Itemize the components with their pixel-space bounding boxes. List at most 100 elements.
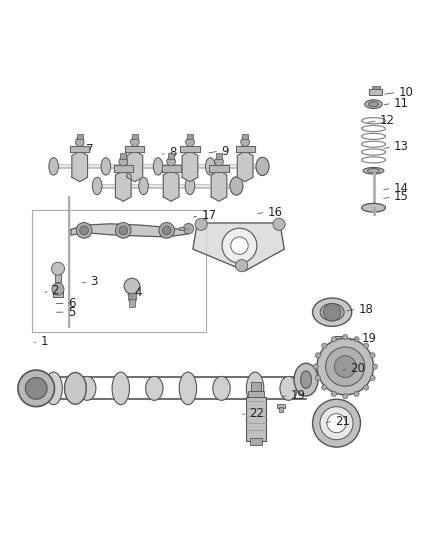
Ellipse shape bbox=[64, 373, 86, 404]
Text: 16: 16 bbox=[268, 206, 283, 219]
Bar bbox=[216, 154, 222, 158]
Bar bbox=[372, 86, 380, 90]
Polygon shape bbox=[237, 151, 253, 182]
Polygon shape bbox=[114, 165, 133, 172]
Ellipse shape bbox=[49, 158, 58, 175]
Circle shape bbox=[222, 228, 257, 263]
Circle shape bbox=[75, 138, 84, 147]
Bar bbox=[187, 134, 193, 139]
Circle shape bbox=[315, 353, 321, 358]
Polygon shape bbox=[209, 165, 229, 172]
Text: 18: 18 bbox=[358, 303, 373, 316]
Circle shape bbox=[80, 226, 88, 235]
Circle shape bbox=[236, 260, 248, 272]
Text: 13: 13 bbox=[394, 140, 409, 154]
Circle shape bbox=[119, 226, 127, 235]
Circle shape bbox=[184, 223, 194, 234]
Text: 19: 19 bbox=[291, 389, 306, 402]
Circle shape bbox=[331, 391, 336, 397]
Bar bbox=[120, 154, 126, 158]
Circle shape bbox=[273, 218, 285, 230]
Circle shape bbox=[317, 338, 374, 395]
Ellipse shape bbox=[256, 157, 269, 175]
Text: 10: 10 bbox=[399, 86, 413, 99]
Ellipse shape bbox=[179, 372, 197, 405]
Polygon shape bbox=[211, 171, 227, 201]
Circle shape bbox=[370, 353, 375, 358]
Polygon shape bbox=[162, 165, 181, 172]
Circle shape bbox=[343, 334, 348, 340]
Circle shape bbox=[315, 375, 321, 381]
Ellipse shape bbox=[361, 204, 385, 212]
Ellipse shape bbox=[258, 158, 267, 175]
Bar bbox=[55, 269, 61, 282]
Circle shape bbox=[364, 385, 369, 390]
Text: 1: 1 bbox=[41, 335, 48, 348]
Polygon shape bbox=[127, 151, 143, 182]
Circle shape bbox=[370, 375, 375, 381]
Ellipse shape bbox=[78, 376, 96, 400]
Circle shape bbox=[313, 399, 360, 447]
Ellipse shape bbox=[365, 100, 382, 109]
Bar bbox=[248, 391, 264, 397]
Ellipse shape bbox=[368, 102, 379, 107]
Text: 8: 8 bbox=[169, 146, 177, 159]
Text: 2: 2 bbox=[51, 284, 59, 297]
Circle shape bbox=[364, 343, 369, 348]
Polygon shape bbox=[182, 151, 198, 182]
Bar bbox=[168, 154, 174, 158]
Circle shape bbox=[116, 223, 131, 238]
Circle shape bbox=[372, 364, 378, 369]
Ellipse shape bbox=[153, 158, 163, 175]
Circle shape bbox=[343, 393, 348, 399]
Bar bbox=[77, 134, 83, 139]
Bar bbox=[127, 294, 136, 300]
Circle shape bbox=[313, 364, 318, 369]
Circle shape bbox=[18, 370, 54, 407]
Circle shape bbox=[241, 138, 250, 147]
Bar bbox=[247, 397, 265, 441]
Circle shape bbox=[325, 347, 365, 386]
Bar bbox=[250, 439, 262, 445]
Bar bbox=[369, 90, 382, 94]
Ellipse shape bbox=[45, 372, 62, 405]
Circle shape bbox=[52, 283, 64, 295]
Ellipse shape bbox=[30, 373, 51, 404]
Circle shape bbox=[354, 391, 359, 397]
Bar bbox=[277, 404, 285, 408]
Ellipse shape bbox=[112, 372, 130, 405]
Polygon shape bbox=[236, 146, 254, 152]
Text: 17: 17 bbox=[201, 209, 217, 222]
Bar bbox=[337, 339, 342, 345]
Circle shape bbox=[195, 218, 207, 230]
Circle shape bbox=[51, 262, 64, 275]
Circle shape bbox=[334, 356, 356, 377]
Bar bbox=[53, 289, 63, 297]
Bar bbox=[335, 336, 344, 341]
Circle shape bbox=[186, 138, 194, 147]
Ellipse shape bbox=[232, 177, 241, 195]
Circle shape bbox=[119, 157, 127, 166]
Circle shape bbox=[167, 157, 176, 166]
Bar bbox=[132, 134, 138, 139]
Text: 9: 9 bbox=[221, 144, 229, 158]
Ellipse shape bbox=[280, 376, 297, 400]
Ellipse shape bbox=[185, 177, 195, 195]
Bar bbox=[32, 210, 206, 332]
Polygon shape bbox=[71, 224, 188, 237]
Text: 19: 19 bbox=[361, 332, 376, 345]
Text: 21: 21 bbox=[335, 415, 350, 427]
Circle shape bbox=[215, 157, 223, 166]
Ellipse shape bbox=[145, 376, 163, 400]
Circle shape bbox=[131, 138, 139, 147]
Ellipse shape bbox=[320, 303, 344, 321]
Ellipse shape bbox=[101, 158, 111, 175]
Text: 4: 4 bbox=[134, 286, 141, 299]
Polygon shape bbox=[116, 171, 131, 201]
Ellipse shape bbox=[92, 177, 102, 195]
Polygon shape bbox=[72, 151, 88, 182]
Text: 6: 6 bbox=[68, 297, 75, 310]
Circle shape bbox=[124, 278, 140, 294]
Ellipse shape bbox=[230, 177, 243, 195]
Circle shape bbox=[25, 377, 47, 399]
